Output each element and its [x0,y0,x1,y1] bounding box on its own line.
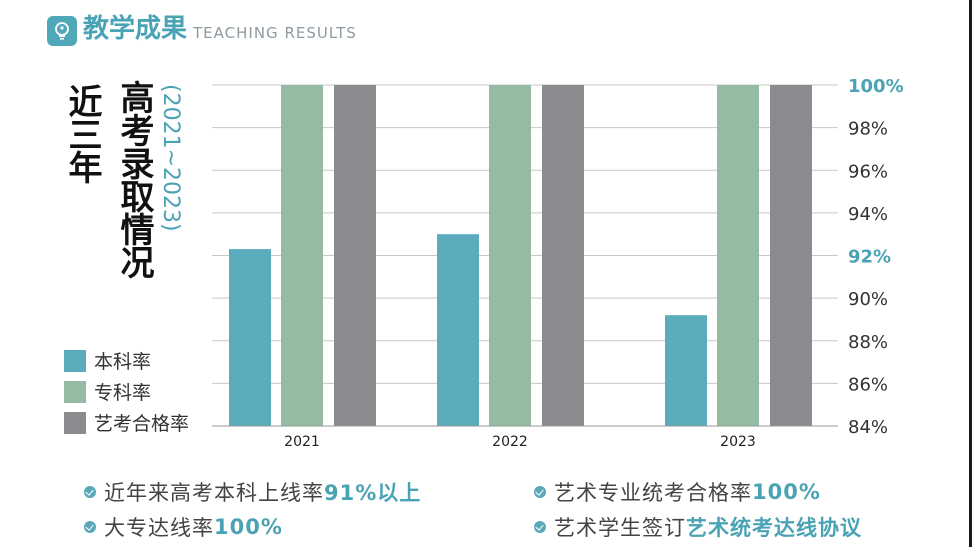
side-title-line2: 高考录取情况 [114,80,154,278]
y-tick-label: 94% [848,204,888,225]
x-tick-label: 2022 [492,434,528,450]
legend-label: 本科率 [94,351,152,373]
bar [281,85,323,426]
bar [770,85,812,426]
bar [437,234,479,426]
chart-legend: 本科率 专科率 艺考合格率 [64,345,189,438]
lightbulb-icon [47,16,77,46]
y-tick-label: 98% [848,119,888,140]
y-tick-label: 92% [848,247,891,268]
y-tick-label: 96% [848,161,888,182]
page-subtitle: TEACHING RESULTS [193,24,357,42]
bar [489,85,531,426]
x-tick-label: 2021 [284,434,320,450]
side-title-years: (2021~2023) [158,84,183,232]
x-tick-label: 2023 [720,434,756,450]
y-tick-label: 86% [848,374,888,395]
bar [717,85,759,426]
bar [665,315,707,426]
y-tick-label: 88% [848,332,888,353]
bar [542,85,584,426]
legend-item-yikao: 艺考合格率 [64,407,189,438]
y-tick-label: 90% [848,289,888,310]
right-edge-line [969,0,972,547]
page-title: 教学成果 [83,14,188,44]
legend-item-zhuanke: 专科率 [64,376,189,407]
side-title-line1: 近三年 [62,84,102,183]
legend-swatch [64,411,86,434]
legend-label: 专科率 [94,382,152,404]
legend-label: 艺考合格率 [94,413,190,435]
page-header: 教学成果 TEACHING RESULTS [47,12,357,46]
bar [334,85,376,426]
bar [229,249,271,426]
y-tick-label: 100% [848,76,904,97]
legend-swatch [64,380,86,403]
legend-swatch [64,349,86,372]
y-tick-label: 84% [848,417,888,438]
legend-item-benke: 本科率 [64,345,189,376]
